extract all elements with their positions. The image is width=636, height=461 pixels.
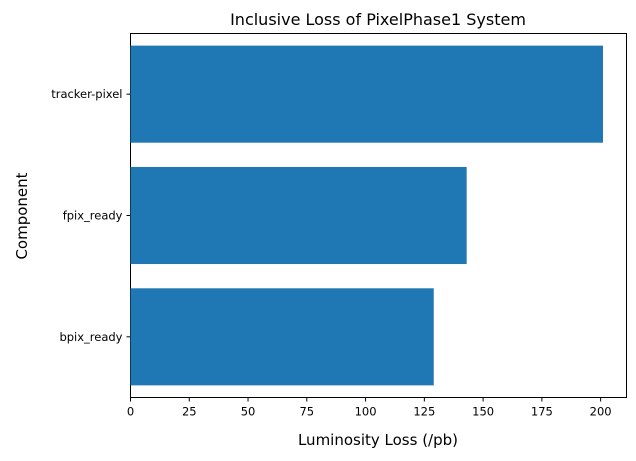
x-tick-label: 25 xyxy=(182,405,197,419)
bar-bpix_ready xyxy=(130,288,434,386)
x-axis-label: Luminosity Loss (/pb) xyxy=(298,431,458,449)
x-tick-label: 100 xyxy=(355,405,377,419)
x-tick-label: 150 xyxy=(472,405,494,419)
y-axis-label: Component xyxy=(13,172,31,259)
x-tick-label: 125 xyxy=(413,405,435,419)
y-tick-label: fpix_ready xyxy=(63,209,123,223)
bars-group xyxy=(130,45,603,386)
x-tick-label: 50 xyxy=(241,405,256,419)
y-ticks-group: bpix_ready fpix_ready tracker-pixel xyxy=(51,87,131,344)
y-tick-label: bpix_ready xyxy=(59,330,122,344)
bar-tracker-pixel xyxy=(130,45,603,143)
chart-title: Inclusive Loss of PixelPhase1 System xyxy=(230,10,526,29)
x-tick-label: 200 xyxy=(590,405,612,419)
x-tick-label: 0 xyxy=(127,405,134,419)
x-tick-label: 75 xyxy=(299,405,314,419)
y-tick-label: tracker-pixel xyxy=(51,87,122,101)
bar-fpix_ready xyxy=(130,166,467,265)
x-ticks-group: 0 25 50 75 100 125 150 175 200 xyxy=(127,397,612,419)
x-tick-label: 175 xyxy=(531,405,553,419)
